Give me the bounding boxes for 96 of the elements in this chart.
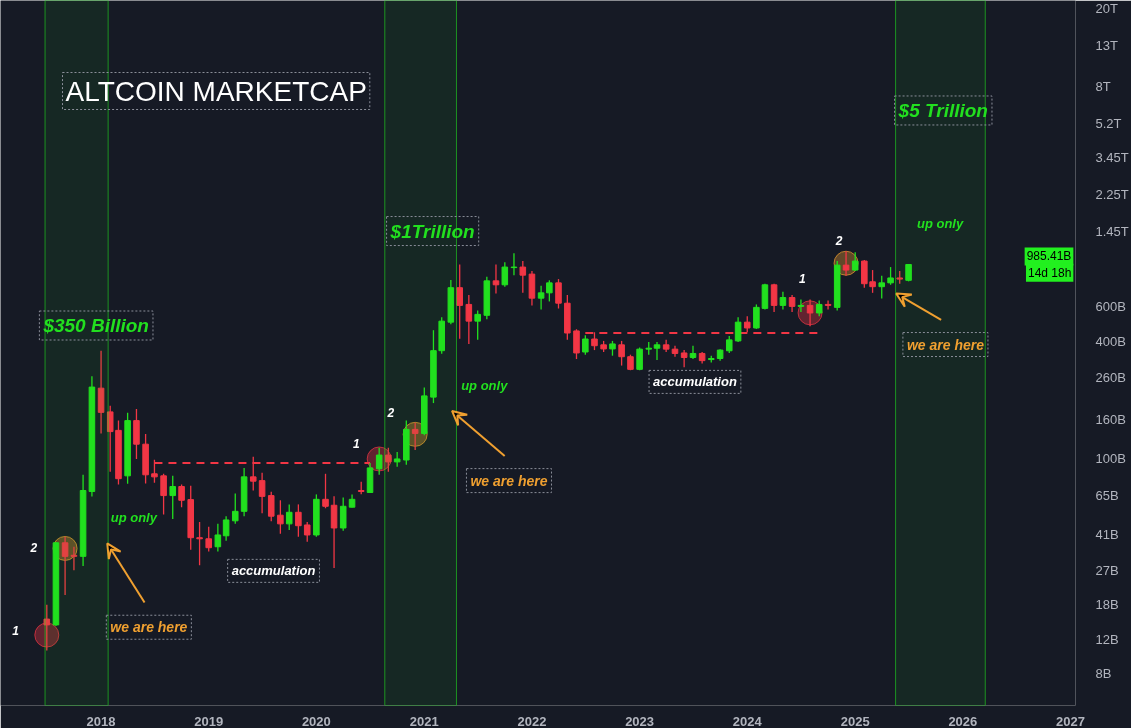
candlestick <box>267 491 275 522</box>
annotation: 14d 18h <box>1027 265 1072 280</box>
y-tick-label: 18B <box>1095 597 1119 613</box>
y-tick-label: 3.45T <box>1095 150 1129 166</box>
annotation: 2 <box>386 406 395 421</box>
candlestick <box>295 503 302 538</box>
y-tick-label: 13T <box>1095 37 1118 53</box>
candlestick <box>555 278 562 310</box>
candlestick <box>689 345 697 360</box>
candlestick <box>878 275 886 300</box>
annotation: $350 Billion <box>42 315 149 337</box>
x-tick-label: 2023 <box>625 713 655 728</box>
annotation: accumulation <box>231 563 316 579</box>
y-tick-label: 600B <box>1095 299 1126 315</box>
candlestick <box>582 334 589 356</box>
candlestick <box>375 447 383 476</box>
candlestick <box>214 523 222 553</box>
y-tick-label: 65B <box>1095 488 1119 504</box>
annotation: up only <box>110 510 158 526</box>
annotation: 2 <box>834 234 843 249</box>
annotation: accumulation <box>653 374 737 390</box>
candlestick <box>43 604 51 652</box>
candlestick <box>797 298 805 313</box>
candlestick <box>842 250 850 277</box>
annotation: 1 <box>352 436 360 451</box>
annotation: we are here <box>906 336 985 353</box>
candlestick <box>618 340 625 367</box>
y-tick-label: 20T <box>1095 1 1118 17</box>
y-tick-label: 8T <box>1095 78 1111 94</box>
annotation: we are here <box>110 619 188 636</box>
y-tick-label: 400B <box>1095 333 1126 349</box>
candlestick <box>537 285 545 311</box>
y-tick-label: 41B <box>1095 527 1119 543</box>
x-tick-label: 2025 <box>840 713 870 728</box>
candlestick <box>303 521 311 543</box>
candlestick <box>70 546 78 571</box>
annotation: we are here <box>470 472 548 489</box>
candlestick <box>231 492 239 525</box>
candlestick <box>492 263 500 295</box>
candlestick <box>806 298 814 327</box>
text: ALTCOIN MARKETCAP <box>65 75 367 107</box>
candlestick <box>653 341 661 361</box>
y-tick-label: 5.2T <box>1095 115 1122 131</box>
candlestick <box>61 536 69 596</box>
candlestick <box>546 279 553 303</box>
candlestick <box>456 263 463 340</box>
candlestick <box>770 283 778 313</box>
annotation: 1 <box>12 623 20 638</box>
y-tick-label: 160B <box>1095 411 1126 427</box>
candlestick <box>339 496 347 532</box>
y-tick-label: 1.45T <box>1095 224 1129 240</box>
candlestick <box>285 503 293 531</box>
x-tick-label: 2019 <box>194 713 224 728</box>
annotation: 1 <box>799 271 807 286</box>
candlestick <box>753 303 760 330</box>
y-tick-label: 100B <box>1095 451 1126 467</box>
annotation: up only <box>916 216 964 232</box>
candlestick <box>573 328 580 360</box>
x-tick-label: 2024 <box>732 713 763 728</box>
candlestick <box>519 260 527 294</box>
annotation: $5 Trillion <box>897 99 988 121</box>
candlestick <box>510 252 518 276</box>
candlestick <box>205 526 212 553</box>
candlestick <box>277 499 284 535</box>
x-tick-label: 2018 <box>86 713 116 728</box>
y-tick-label: 260B <box>1095 370 1126 386</box>
candlestick <box>474 309 481 341</box>
candlestick <box>734 316 742 343</box>
candlestick <box>322 473 329 509</box>
candlestick <box>196 521 203 567</box>
candlestick <box>178 483 185 508</box>
candlestick <box>330 495 338 569</box>
candlestick <box>169 475 177 520</box>
candlestick <box>465 294 473 345</box>
candlestick <box>133 408 140 460</box>
candlestick <box>680 349 688 368</box>
x-tick-label: 2020 <box>301 713 331 728</box>
candlestick <box>222 515 230 542</box>
annotation: 2 <box>29 541 38 556</box>
y-tick-label: 12B <box>1095 631 1119 647</box>
x-tick-label: 2027 <box>1056 713 1085 728</box>
candlestick <box>385 447 392 473</box>
candlestick <box>160 473 167 516</box>
x-tick-label: 2021 <box>409 713 439 728</box>
y-tick-label: 27B <box>1095 562 1119 578</box>
x-tick-label: 2026 <box>948 713 978 728</box>
annotation: $1Trillion <box>389 220 475 242</box>
annotation: 985.41B <box>1026 249 1072 264</box>
y-tick-label: 2.25T <box>1095 186 1129 202</box>
annotation: up only <box>461 377 509 393</box>
candlestick <box>501 261 509 288</box>
candlestick <box>411 422 419 451</box>
candlestick <box>258 472 266 514</box>
candlestick <box>824 299 832 311</box>
x-tick-label: 2022 <box>517 713 547 728</box>
y-tick-label: 8B <box>1095 666 1112 682</box>
